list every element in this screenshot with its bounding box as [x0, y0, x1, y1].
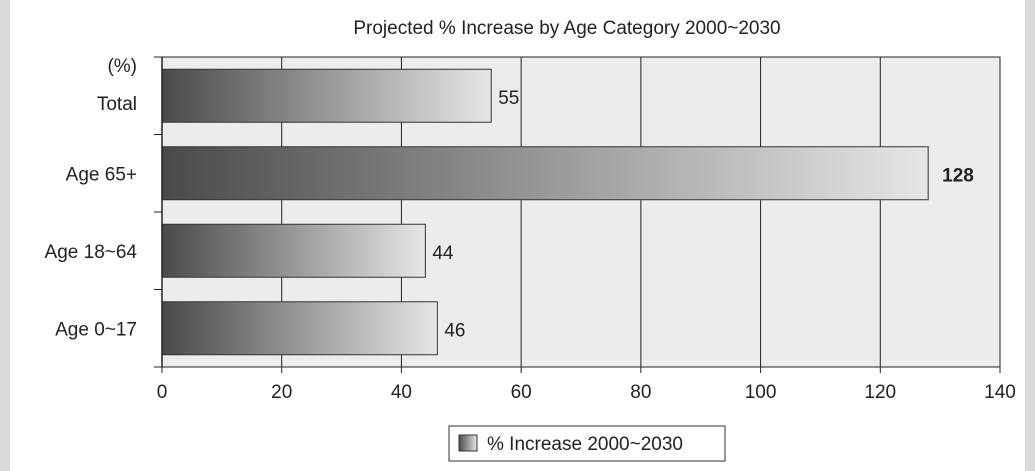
bar: [161, 223, 426, 278]
legend: % Increase 2000~2030: [448, 425, 726, 462]
chart-title: Projected % Increase by Age Category 200…: [353, 18, 780, 39]
x-tick-label: 20: [271, 382, 292, 403]
x-tick-label: 120: [864, 382, 896, 403]
legend-box: [448, 425, 726, 462]
axes: 0 20 40 60 80 100 120 140 Total Age 65+ Age 18~64 A…: [45, 56, 1016, 403]
bar: [161, 68, 492, 123]
unit-label: (%): [107, 56, 137, 77]
x-tick-label: 80: [630, 382, 651, 403]
bar: [161, 146, 929, 201]
bar-value-label: 44: [432, 243, 454, 264]
category-label: Age 18~64: [45, 242, 138, 263]
bars: 55 128 44 46: [161, 68, 974, 356]
x-tick-label: 60: [511, 382, 532, 403]
x-tick-label: 140: [984, 382, 1016, 403]
x-tick-label: 100: [745, 382, 777, 403]
x-tick-label: 0: [157, 382, 168, 403]
legend-swatch: [458, 434, 478, 452]
bar: [161, 301, 438, 356]
x-tick-label: 40: [391, 382, 412, 403]
bar-value-label: 55: [498, 88, 519, 109]
category-label: Age 0~17: [55, 319, 137, 340]
legend-label: % Increase 2000~2030: [487, 434, 683, 455]
category-label: Total: [97, 94, 137, 115]
category-label: Age 65+: [66, 164, 137, 185]
bar-value-label: 128: [942, 165, 974, 186]
bar-value-label: 46: [444, 320, 465, 341]
